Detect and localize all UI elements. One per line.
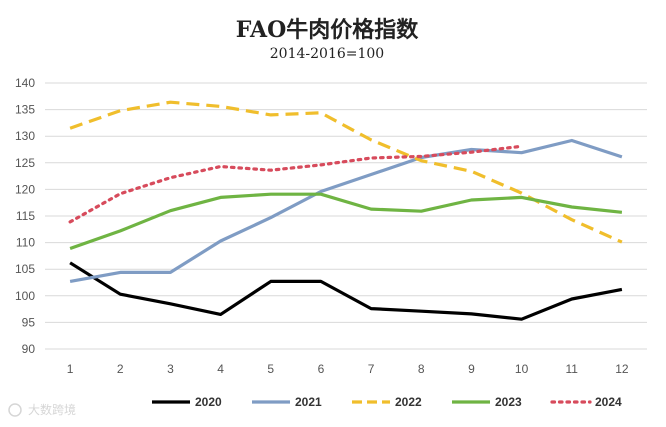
legend-item-2024: 2024 bbox=[550, 395, 622, 409]
x-tick-label: 6 bbox=[318, 362, 325, 376]
x-tick-label: 5 bbox=[267, 362, 274, 376]
legend-label: 2023 bbox=[495, 395, 522, 409]
x-tick-label: 12 bbox=[615, 362, 629, 376]
watermark-logo-icon bbox=[8, 403, 22, 417]
x-tick-label: 2 bbox=[117, 362, 124, 376]
x-tick-label: 11 bbox=[566, 362, 579, 376]
watermark-text: 大数跨境 bbox=[28, 402, 76, 417]
legend-item-2021: 2021 bbox=[252, 395, 322, 409]
y-tick-label: 130 bbox=[15, 129, 35, 143]
legend: 2020 2021 2022 2023 2024 bbox=[152, 395, 622, 409]
y-tick-label: 110 bbox=[16, 236, 35, 250]
x-tick-label: 10 bbox=[515, 362, 529, 376]
series-line-2023 bbox=[69, 192, 623, 251]
y-tick-label: 105 bbox=[15, 262, 35, 276]
x-tick-label: 9 bbox=[468, 362, 475, 376]
series-line-2022 bbox=[69, 100, 623, 244]
x-tick-label: 7 bbox=[368, 362, 375, 376]
series-line-2021 bbox=[69, 138, 623, 283]
legend-item-2020: 2020 bbox=[152, 395, 222, 409]
y-tick-label: 90 bbox=[22, 342, 36, 356]
y-tick-label: 140 bbox=[15, 76, 35, 90]
x-tick-label: 1 bbox=[67, 362, 74, 376]
y-tick-label: 100 bbox=[15, 289, 35, 303]
legend-label: 2021 bbox=[295, 395, 322, 409]
x-tick-label: 4 bbox=[217, 362, 224, 376]
y-tick-label: 115 bbox=[16, 209, 35, 223]
grid-layer bbox=[45, 82, 647, 350]
legend-label: 2020 bbox=[195, 395, 222, 409]
y-tick-label: 135 bbox=[15, 103, 35, 117]
y-tick-label: 95 bbox=[22, 315, 36, 329]
series-layer bbox=[68, 100, 623, 321]
series-line-2024 bbox=[68, 144, 524, 224]
y-tick-label: 120 bbox=[15, 182, 35, 196]
chart-subtitle: 2014-2016=100 bbox=[270, 46, 384, 62]
y-tick-label: 125 bbox=[15, 156, 35, 170]
x-tick-label: 3 bbox=[167, 362, 174, 376]
x-tick-label: 8 bbox=[418, 362, 425, 376]
series-line-2020 bbox=[69, 261, 623, 321]
chart-title: FAO牛肉价格指数 bbox=[236, 17, 420, 43]
legend-item-2022: 2022 bbox=[352, 395, 422, 409]
legend-label: 2022 bbox=[395, 395, 422, 409]
legend-label: 2024 bbox=[595, 395, 622, 409]
legend-item-2023: 2023 bbox=[452, 395, 522, 409]
watermark: 大数跨境 bbox=[8, 402, 76, 417]
